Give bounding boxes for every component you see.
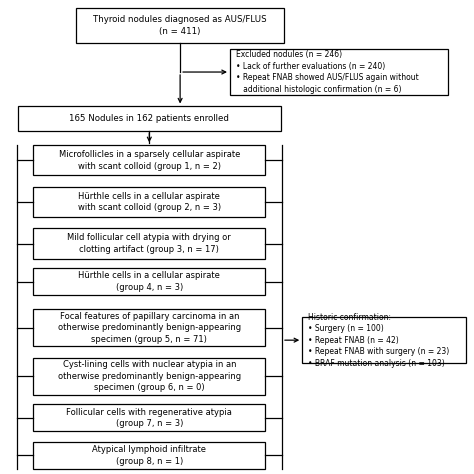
Text: Microfollicles in a sparsely cellular aspirate
with scant colloid (group 1, n = : Microfollicles in a sparsely cellular as… [59,150,240,171]
FancyBboxPatch shape [33,187,265,217]
Text: 165 Nodules in 162 patients enrolled: 165 Nodules in 162 patients enrolled [69,114,229,123]
FancyBboxPatch shape [230,49,448,95]
FancyBboxPatch shape [33,404,265,431]
Text: Hürthle cells in a cellular aspirate
with scant colloid (group 2, n = 3): Hürthle cells in a cellular aspirate wit… [78,192,221,212]
FancyBboxPatch shape [33,358,265,394]
FancyBboxPatch shape [33,268,265,295]
FancyBboxPatch shape [33,442,265,469]
FancyBboxPatch shape [76,8,284,43]
FancyBboxPatch shape [18,107,281,130]
Text: Excluded nodules (n = 246)
• Lack of further evaluations (n = 240)
• Repeat FNAB: Excluded nodules (n = 246) • Lack of fur… [236,50,419,94]
Text: Follicular cells with regenerative atypia
(group 7, n = 3): Follicular cells with regenerative atypi… [66,408,232,428]
Text: Thyroid nodules diagnosed as AUS/FLUS
(n = 411): Thyroid nodules diagnosed as AUS/FLUS (n… [93,15,267,36]
FancyBboxPatch shape [33,310,265,346]
Text: Cyst-lining cells with nuclear atypia in an
otherwise predominantly benign-appea: Cyst-lining cells with nuclear atypia in… [58,360,241,392]
Text: Focal features of papillary carcinoma in an
otherwise predominantly benign-appea: Focal features of papillary carcinoma in… [58,312,241,344]
Text: Historic confirmation:
• Surgery (n = 100)
• Repeat FNAB (n = 42)
• Repeat FNAB : Historic confirmation: • Surgery (n = 10… [308,313,449,367]
Text: Hürthle cells in a cellular aspirate
(group 4, n = 3): Hürthle cells in a cellular aspirate (gr… [78,272,220,292]
FancyBboxPatch shape [302,317,465,364]
FancyBboxPatch shape [33,145,265,175]
FancyBboxPatch shape [33,228,265,259]
Text: Mild follicular cell atypia with drying or
clotting artifact (group 3, n = 17): Mild follicular cell atypia with drying … [67,233,231,254]
Text: Atypical lymphoid infiltrate
(group 8, n = 1): Atypical lymphoid infiltrate (group 8, n… [92,445,206,465]
